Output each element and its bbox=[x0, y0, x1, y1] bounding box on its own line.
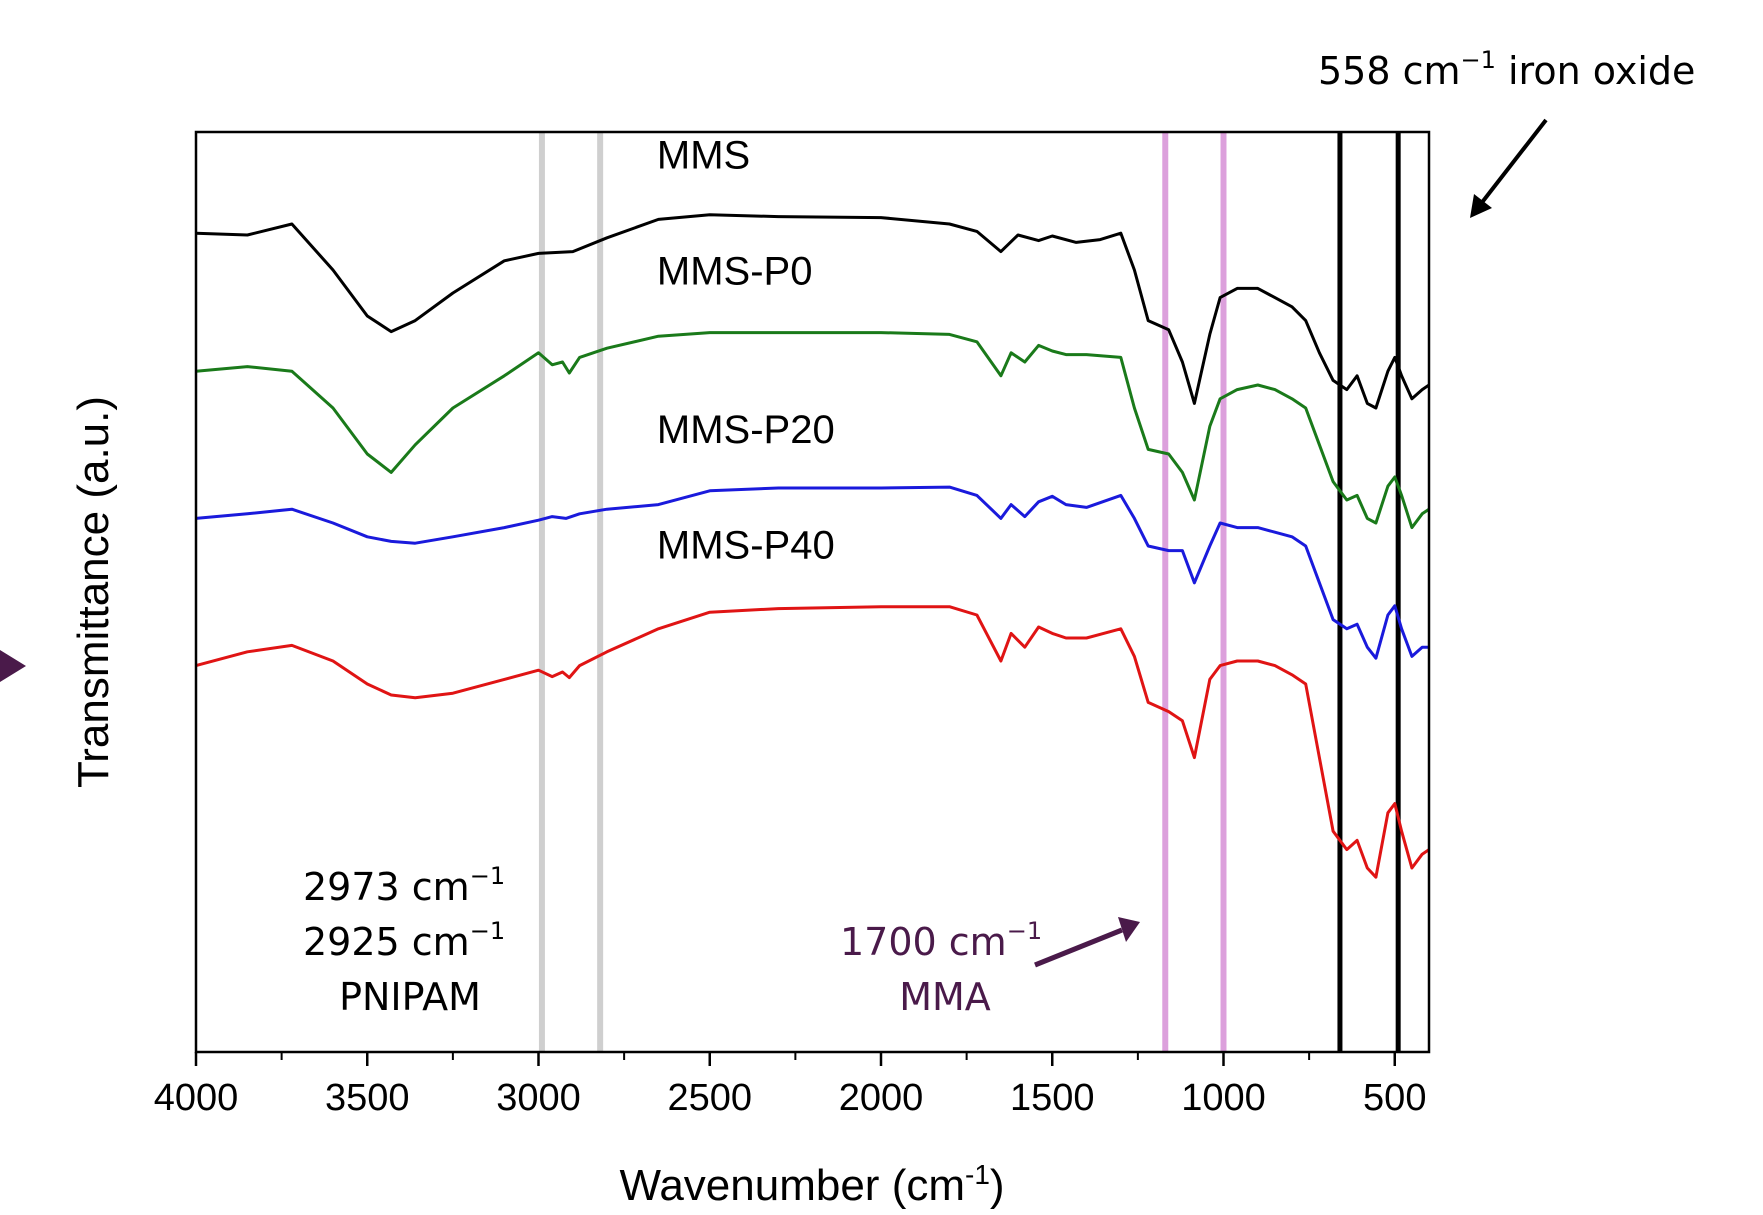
annotation-mma-1700: 1700 cm−1 bbox=[840, 917, 1042, 964]
series-line-mms-p20 bbox=[195, 485, 1429, 660]
annotation-pnipam-2973: 2973 cm−1 bbox=[303, 862, 505, 909]
series-label-mms-p20: MMS-P20 bbox=[657, 408, 835, 452]
series-label-mms: MMS bbox=[657, 134, 750, 178]
x-tick-label-1000: 1000 bbox=[1181, 1077, 1266, 1119]
plot-frame bbox=[194, 130, 1431, 1054]
x-tick-label-3500: 3500 bbox=[325, 1077, 410, 1119]
series-line-mms-p0 bbox=[195, 331, 1430, 530]
iron-oxide-arrow bbox=[1470, 118, 1548, 218]
edge-arrow-icon bbox=[0, 650, 26, 682]
x-tick-label-2000: 2000 bbox=[839, 1077, 924, 1119]
annotation-pnipam-2925: 2925 cm−1 bbox=[303, 917, 505, 964]
x-tick-label-3000: 3000 bbox=[496, 1077, 581, 1119]
x-tick-label-4000: 4000 bbox=[154, 1077, 239, 1119]
x-axis-ticks: 4000 3500 3000 2500 2000 1500 1000 500 bbox=[154, 1052, 1426, 1119]
series-line-mms-p40 bbox=[195, 605, 1430, 879]
series-label-mms-p0: MMS-P0 bbox=[657, 250, 813, 294]
reference-lines bbox=[538, 132, 1401, 1052]
x-tick-label-500: 500 bbox=[1363, 1077, 1426, 1119]
mma-arrow bbox=[1034, 917, 1140, 968]
x-axis-title: Wavenumber (cm-1) bbox=[619, 1159, 1004, 1210]
x-tick-label-1500: 1500 bbox=[1010, 1077, 1095, 1119]
series-label-mms-p40: MMS-P40 bbox=[657, 524, 835, 568]
annotation-mma-label: MMA bbox=[899, 975, 991, 1019]
annotation-pnipam-label: PNIPAM bbox=[339, 975, 481, 1019]
series-labels: MMS MMS-P0 MMS-P20 MMS-P40 bbox=[657, 134, 835, 568]
x-tick-label-2500: 2500 bbox=[667, 1077, 752, 1119]
annotation-iron-oxide: 558 cm−1 iron oxide bbox=[1318, 46, 1695, 93]
spectra-series bbox=[195, 213, 1430, 879]
y-axis-title: Transmittance (a.u.) bbox=[69, 396, 118, 788]
series-line-mms bbox=[195, 213, 1430, 410]
